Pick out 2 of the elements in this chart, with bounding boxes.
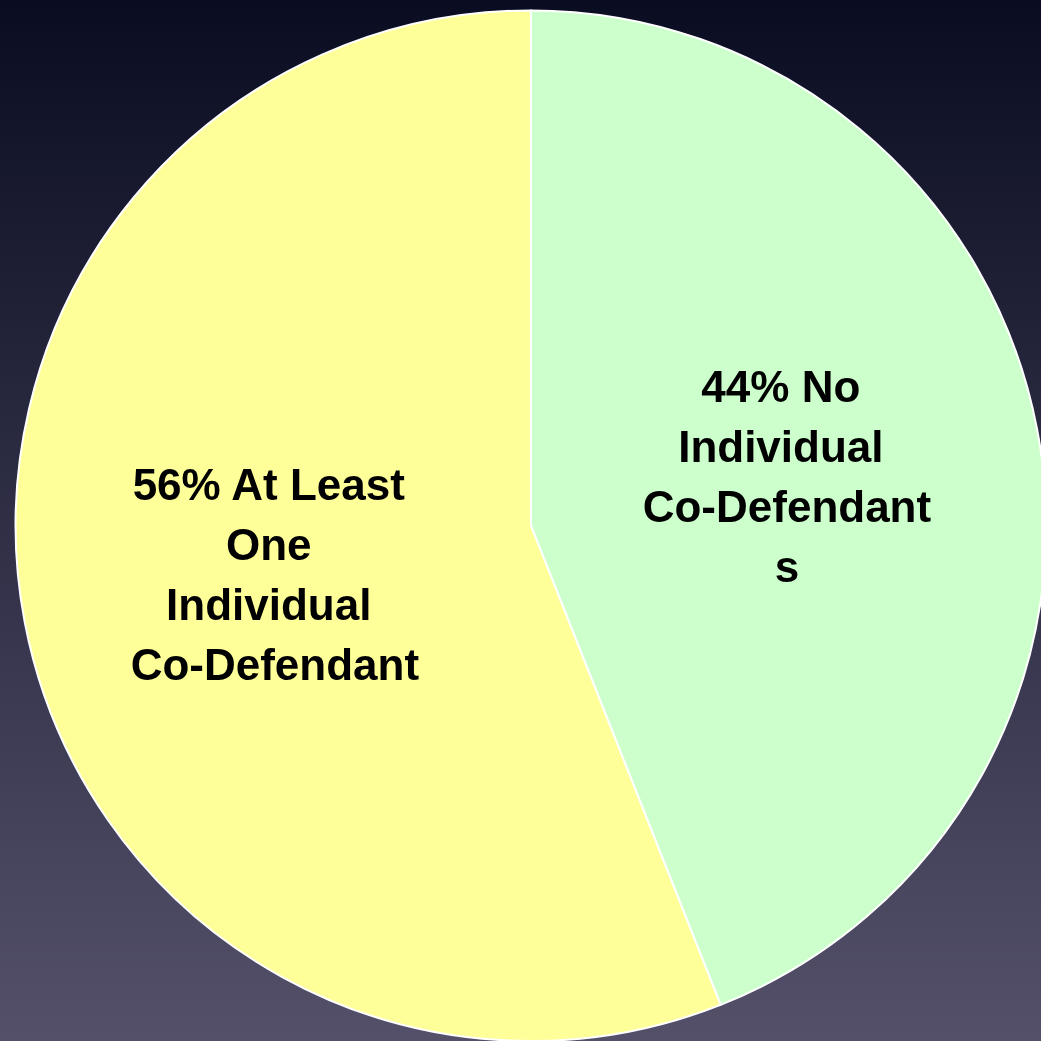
- slice-label: 44% No Individual Co-Defendants: [642, 362, 932, 592]
- slice-label: 56% At Least One Individual Co-Defendant: [130, 460, 420, 690]
